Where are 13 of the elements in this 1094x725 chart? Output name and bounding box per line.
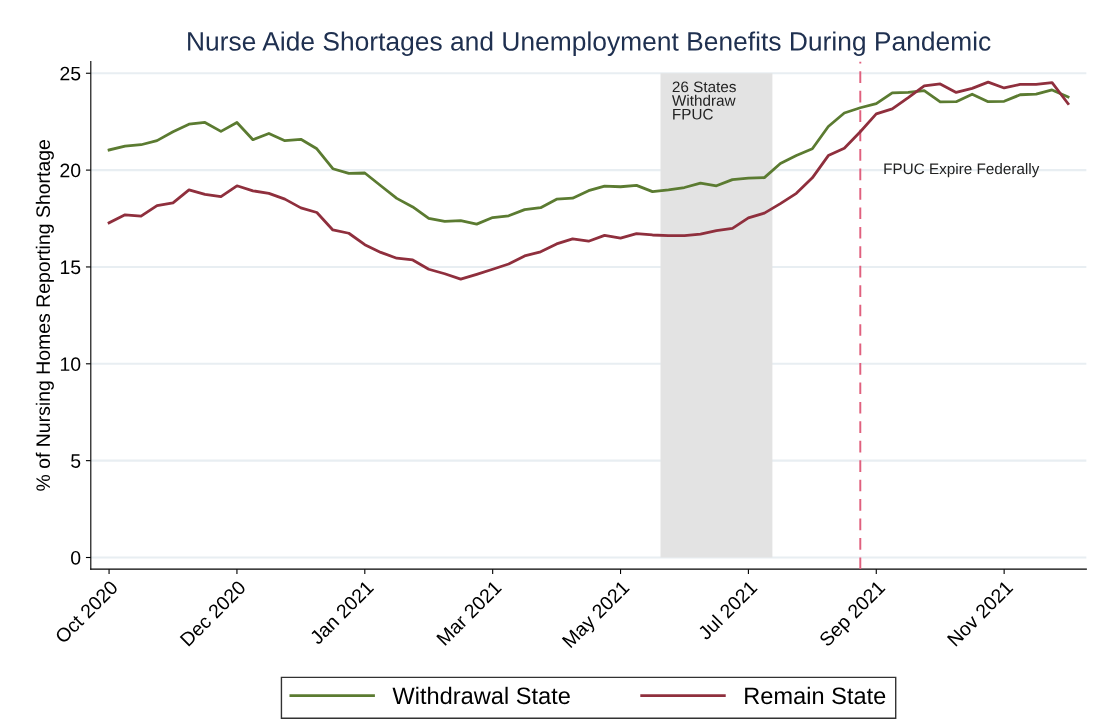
y-tick-label: 25 [60,66,81,81]
line-series [107,80,1070,281]
ref-line-label: FPUC Expire Federally [884,162,1040,178]
y-tick-label: 15 [60,260,81,275]
y-tick-label: 5 [71,454,81,468]
legend-label: Withdrawal State [392,686,570,705]
y-axis-title: % of Nursing Homes Reporting Shortage [35,140,54,491]
chart-title: Nurse Aide Shortages and Unemployment Benefits During Pandemic [188,31,991,56]
y-tick-label: 0 [71,550,81,565]
y-tick-label: 10 [60,357,81,372]
y-tick-label: 20 [60,163,81,178]
band-label: 26 States Withdraw FPUC [671,81,736,120]
legend-label: Remain State [745,686,886,705]
